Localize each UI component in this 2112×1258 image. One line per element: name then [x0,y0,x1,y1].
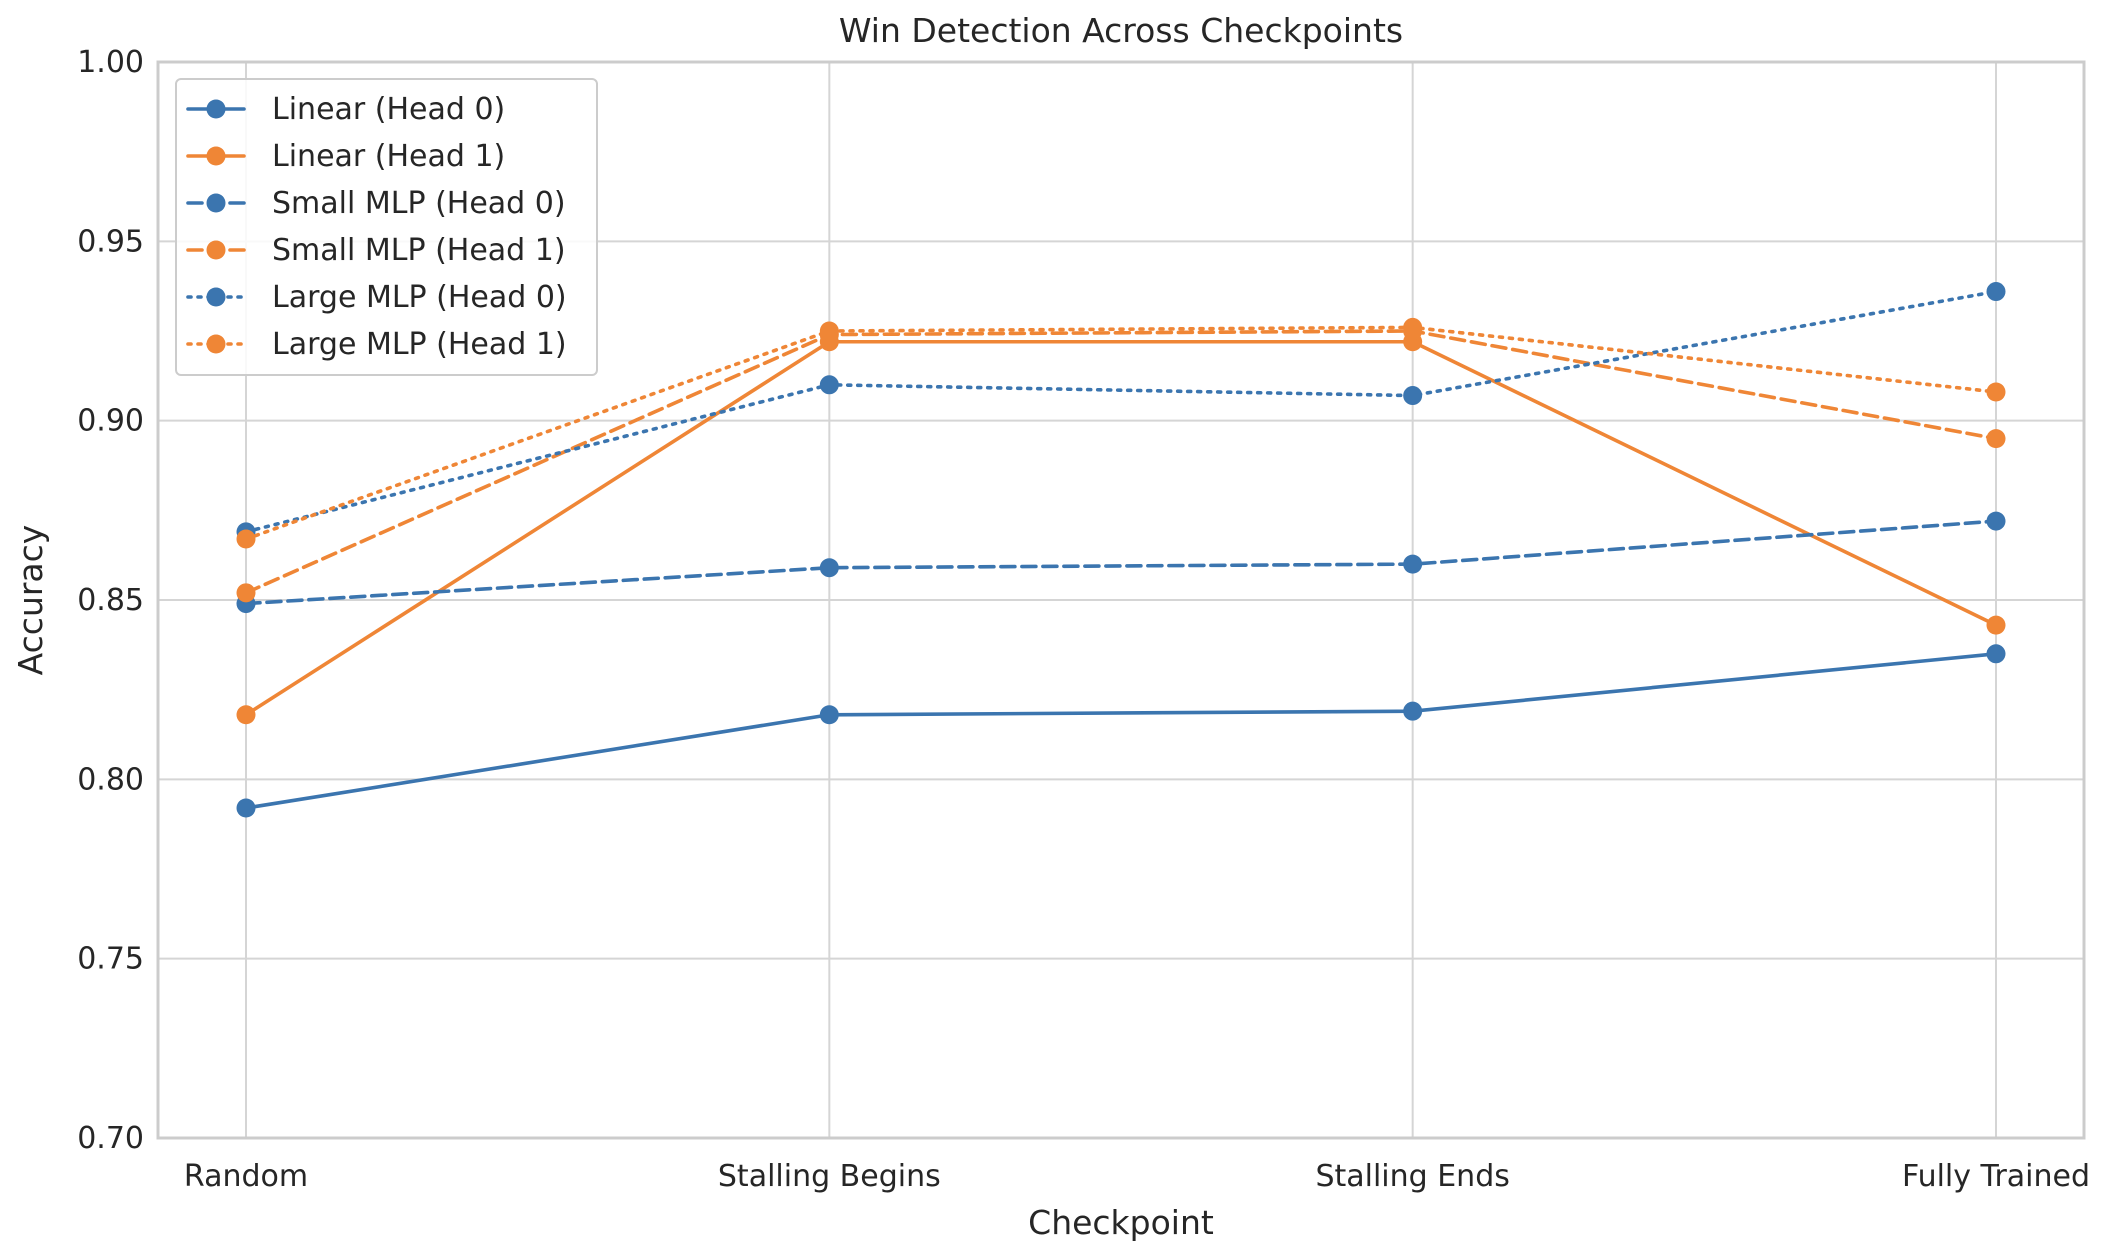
data-point [1986,282,2006,302]
legend-label: Large MLP (Head 1) [272,327,567,362]
y-tick-label: 0.95 [77,224,144,259]
data-point [1986,511,2006,531]
legend-item: Linear (Head 0) [186,92,505,127]
x-tick-label: Fully Trained [1902,1159,2090,1194]
data-point [1986,615,2006,635]
legend-marker [206,240,226,260]
y-tick-label: 0.85 [77,583,144,618]
data-point [1986,429,2006,449]
data-point [236,583,256,603]
legend-label: Linear (Head 1) [272,139,505,174]
x-tick-label: Stalling Ends [1315,1159,1509,1194]
data-point [236,705,256,725]
data-point [1403,317,1423,337]
series-line [244,329,1998,595]
series-5 [236,282,2006,542]
y-axis-ticks: 0.70 0.75 0.80 0.85 0.90 0.95 1.00 [77,45,144,1156]
series-6 [236,317,2006,549]
plot-frame [156,60,2086,1140]
legend-item: Large MLP (Head 0) [186,280,567,315]
legend-item: Small MLP (Head 1) [186,233,566,268]
data-point [1403,554,1423,574]
series-line [244,339,1998,717]
y-tick-label: 0.80 [77,762,144,797]
y-axis-title: Accuracy [11,525,50,676]
series-line [244,325,1998,541]
x-tick-label: Stalling Begins [718,1159,941,1194]
series-line [244,651,1998,810]
x-tick-label: Random [184,1159,308,1194]
legend: Linear (Head 0) Linear (Head 1) Small MLP … [175,78,598,376]
legend-marker [206,334,226,354]
data-point [236,798,256,818]
series-line [244,519,1998,606]
x-axis-title: Checkpoint [1028,1203,1214,1242]
y-tick-label: 1.00 [77,45,144,80]
legend-item: Linear (Head 1) [186,139,505,174]
y-tick-label: 0.70 [77,1121,144,1156]
legend-item: Small MLP (Head 0) [186,186,566,221]
legend-label: Small MLP (Head 0) [272,186,566,221]
data-point [1986,644,2006,664]
data-point [819,705,839,725]
legend-box [175,78,598,376]
y-tick-label: 0.75 [77,942,144,977]
data-point [1403,701,1423,721]
y-tick-label: 0.90 [77,404,144,439]
legend-item: Large MLP (Head 1) [186,327,567,362]
legend-label: Linear (Head 0) [272,92,505,127]
x-axis-ticks: Random Stalling Begins Stalling Ends Fully … [184,1159,2090,1194]
legend-marker [206,287,226,307]
legend-marker [206,193,226,213]
series-line [244,289,1998,534]
chart-title: Win Detection Across Checkpoints [839,11,1403,50]
series-1 [236,644,2006,818]
legend-marker [206,146,226,166]
legend-label: Large MLP (Head 0) [272,280,567,315]
data-point [819,321,839,341]
data-point [819,375,839,395]
data-point [1403,386,1423,406]
data-point [819,558,839,578]
legend-label: Small MLP (Head 1) [272,233,566,268]
data-series [236,282,2006,818]
legend-marker [206,99,226,119]
data-point [236,529,256,549]
data-point [1986,382,2006,402]
